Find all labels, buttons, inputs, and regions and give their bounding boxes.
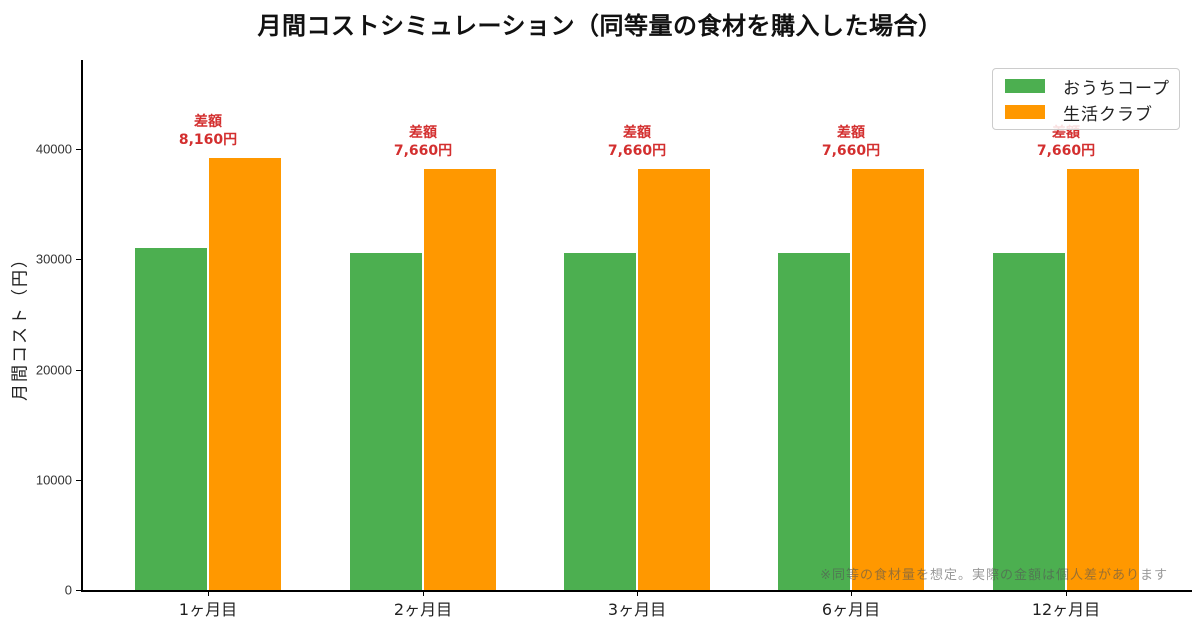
chart-title: 月間コストシミュレーション（同等量の食材を購入した場合） (257, 12, 943, 40)
bar-seikatsu-club (1066, 167, 1140, 590)
x-tick-label: 3ヶ月目 (607, 600, 667, 619)
bar-seikatsu-club (637, 167, 711, 590)
y-tick (76, 590, 81, 591)
difference-label: 差額 (408, 124, 437, 141)
difference-annotation: 差額 7,660円 (822, 124, 880, 160)
bar-ouchi-coop (992, 252, 1066, 590)
y-tick (76, 149, 81, 150)
y-axis-label: 月間コスト（円） (10, 249, 31, 401)
y-tick (76, 369, 81, 371)
x-tick-label: 6ヶ月目 (821, 600, 881, 619)
y-tick (76, 479, 81, 481)
y-tick-label: 30000 (35, 251, 72, 267)
y-tick-label: 10000 (35, 472, 72, 488)
x-tick (851, 591, 852, 596)
bar-seikatsu-club (423, 167, 497, 590)
legend-label: 生活クラブ (1063, 104, 1153, 125)
legend: おうちコープ 生活クラブ (992, 68, 1180, 130)
difference-label: 差額 (622, 124, 651, 141)
difference-value: 7,660円 (607, 142, 667, 159)
difference-annotation: 差額 8,160円 (179, 113, 237, 149)
bar-ouchi-coop (777, 252, 851, 590)
x-axis-line (81, 590, 1192, 592)
legend-swatch-orange (1005, 105, 1045, 119)
x-tick (208, 591, 209, 596)
x-tick (1066, 591, 1067, 596)
difference-annotation: 差額 7,660円 (394, 124, 452, 160)
legend-swatch-green (1005, 79, 1045, 93)
legend-item-seikatsu-club: 生活クラブ (1005, 101, 1153, 125)
x-tick (637, 591, 638, 596)
bar-ouchi-coop (563, 252, 637, 590)
footnote: ※同等の食材量を想定。実際の金額は個人差があります (820, 568, 1168, 583)
x-tick (423, 591, 424, 596)
y-tick-label: 20000 (35, 362, 72, 377)
y-axis-line (81, 60, 83, 591)
y-tick (76, 259, 81, 261)
difference-value: 7,660円 (821, 142, 881, 159)
difference-annotation: 差額 7,660円 (608, 124, 666, 160)
difference-value: 8,160円 (178, 131, 238, 148)
difference-label: 差額 (193, 113, 222, 130)
x-tick-label: 2ヶ月目 (393, 600, 453, 619)
bar-ouchi-coop (349, 252, 423, 590)
difference-label: 差額 (836, 124, 865, 141)
legend-label: おうちコープ (1063, 78, 1170, 99)
difference-value: 7,660円 (1036, 142, 1096, 159)
x-tick-label: 1ヶ月目 (178, 600, 238, 619)
y-tick-label: 40000 (35, 141, 72, 157)
difference-value: 7,660円 (393, 142, 453, 159)
bar-seikatsu-club (208, 156, 282, 590)
bar-ouchi-coop (134, 246, 208, 590)
x-tick-label: 12ヶ月目 (1031, 600, 1101, 619)
bar-seikatsu-club (851, 167, 925, 590)
y-tick-label: 0 (64, 582, 72, 598)
legend-item-ouchi-coop: おうちコープ (1005, 75, 1170, 99)
